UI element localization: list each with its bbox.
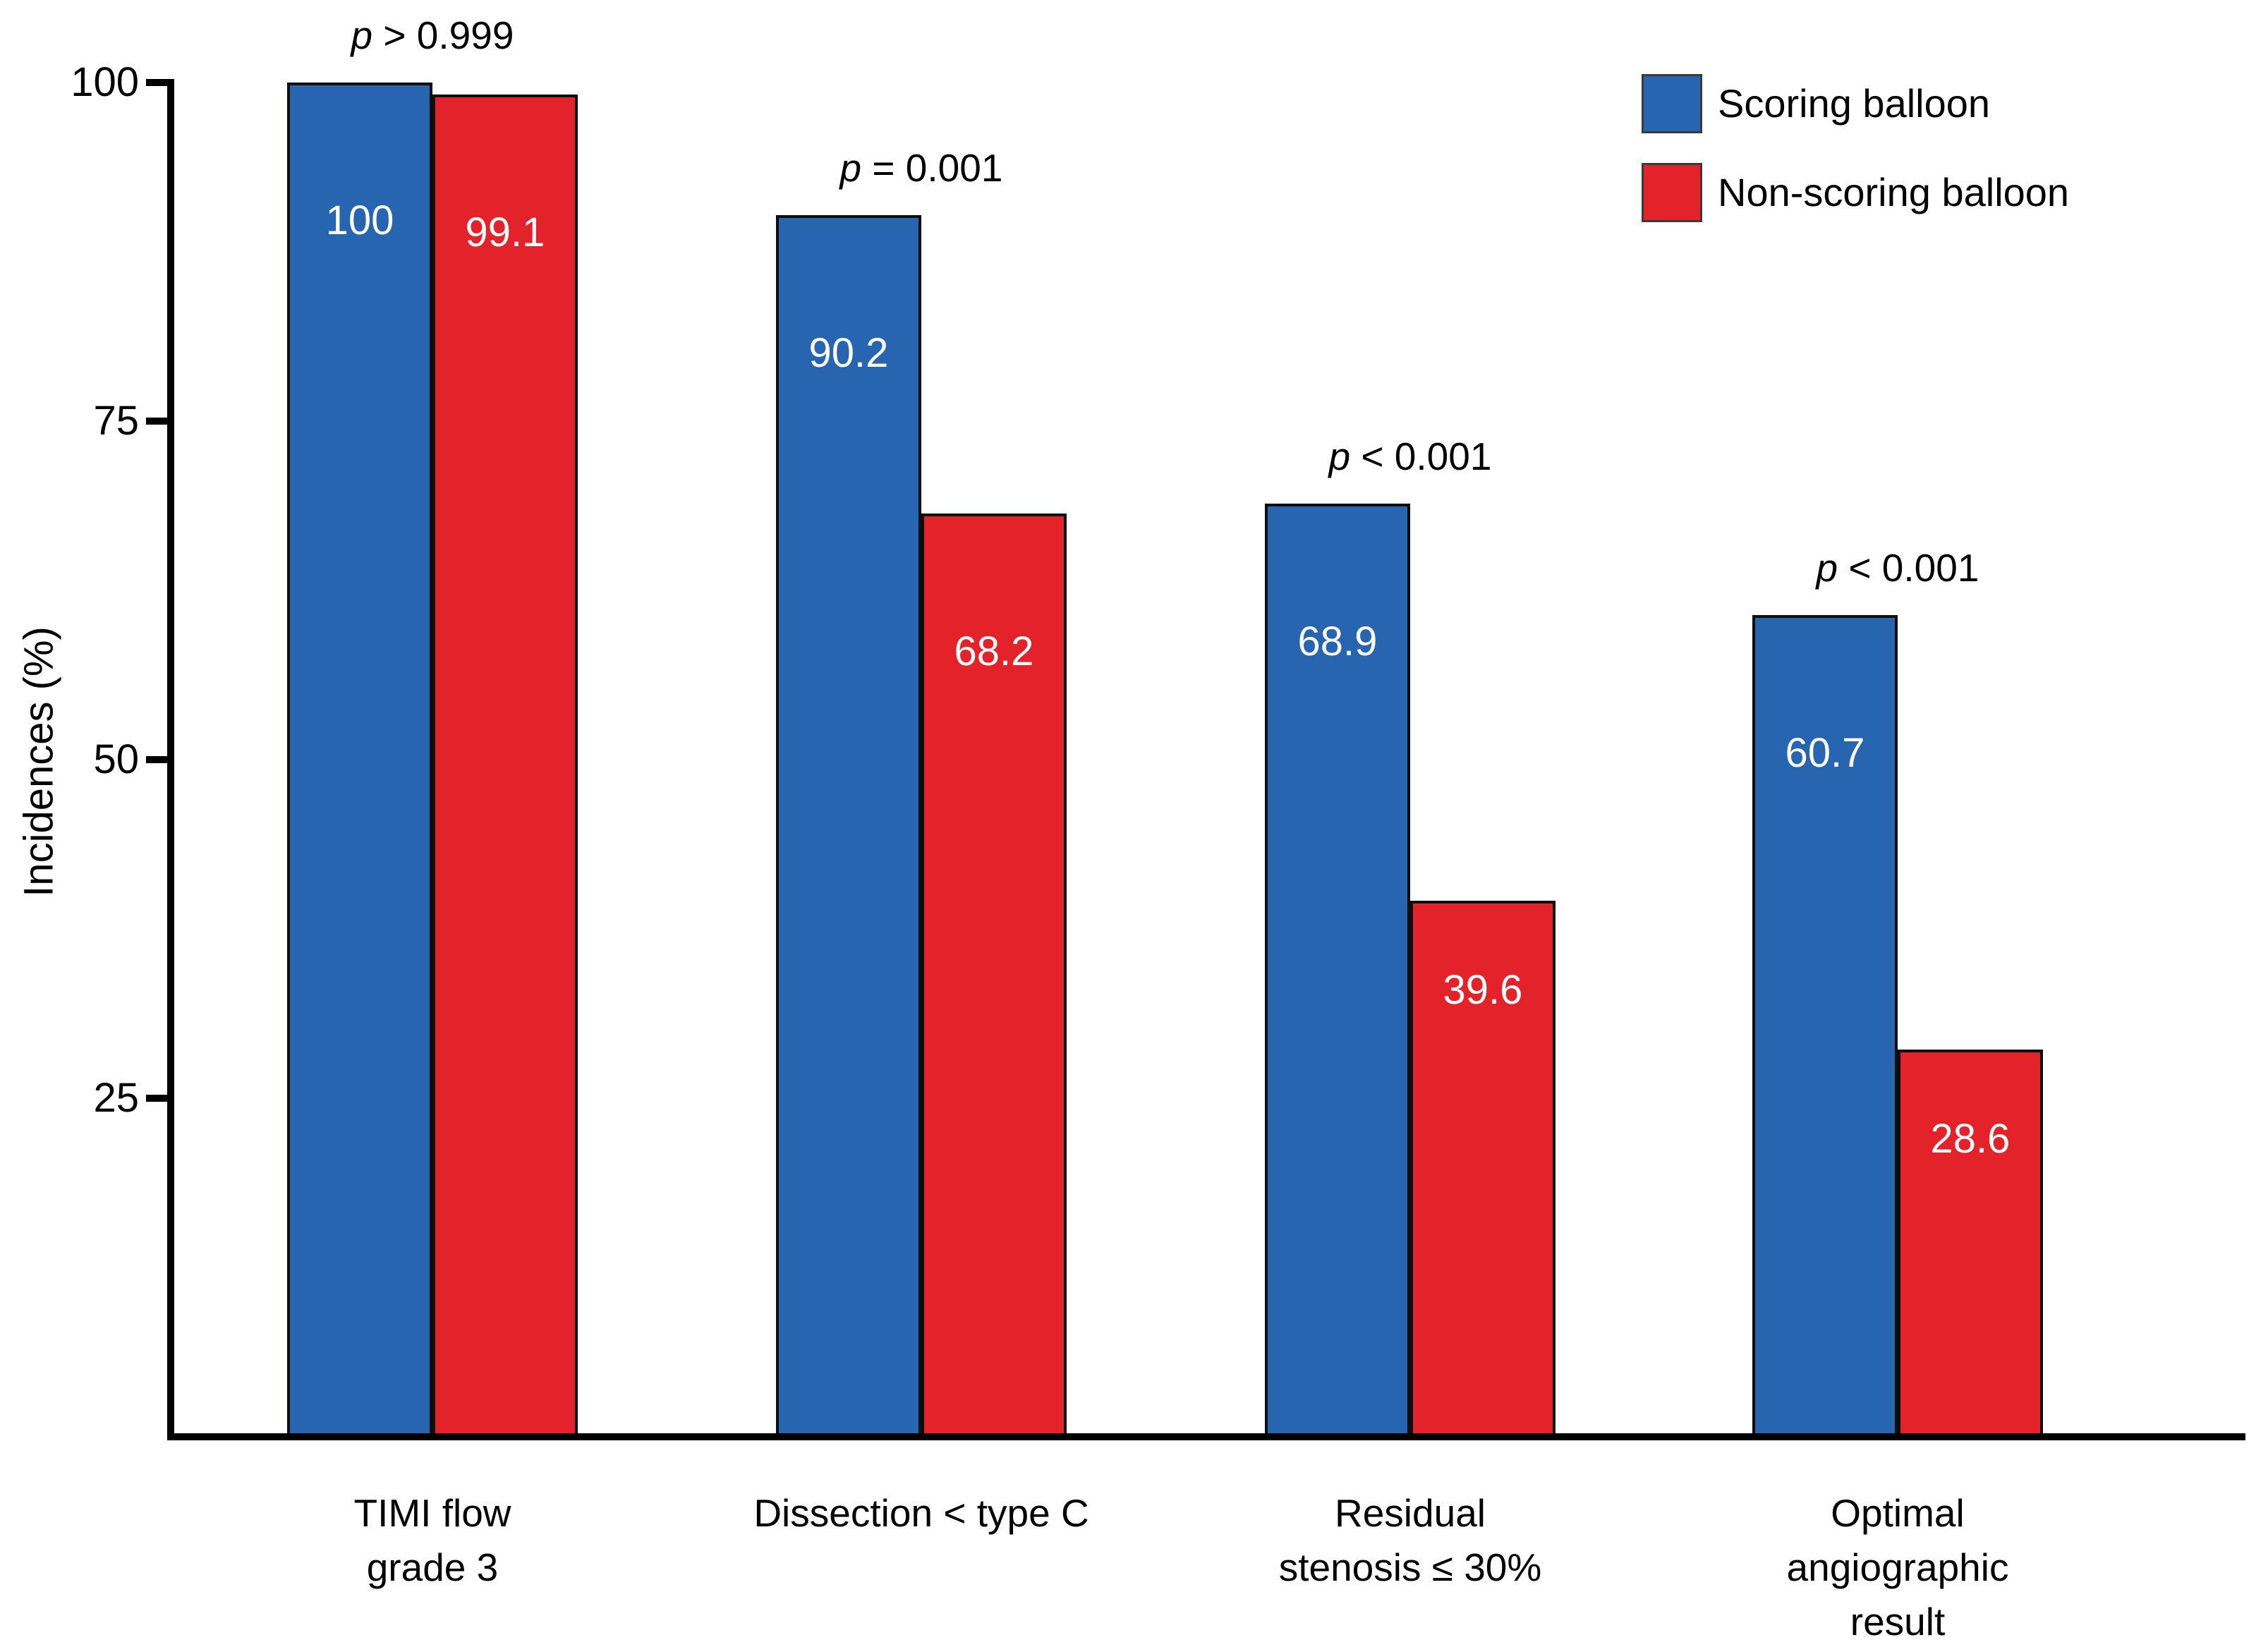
category-label-group3: Residual stenosis ≤ 30%: [1163, 1486, 1657, 1595]
category-label-group2: Dissection < type C: [674, 1486, 1168, 1540]
legend-swatch-scoring-balloon: [1642, 74, 1702, 133]
p-value-label-group1: p > 0.999: [351, 13, 514, 57]
bar-value-label: 28.6: [1930, 1115, 2011, 1162]
category-label-group1: TIMI flow grade 3: [186, 1486, 679, 1595]
bar-non-scoring-balloon-group3: [1410, 900, 1556, 1440]
legend-label-scoring-balloon: Scoring balloon: [1718, 81, 1991, 126]
y-tick-label-100: 100: [71, 59, 139, 105]
y-tick-label-50: 50: [93, 736, 139, 782]
legend-label-non-scoring-balloon: Non-scoring balloon: [1718, 170, 2070, 214]
bar-value-label: 39.6: [1443, 966, 1523, 1013]
x-axis-line: [167, 1433, 2245, 1440]
legend-swatch-non-scoring-balloon: [1642, 163, 1702, 222]
bar-value-label: 99.1: [465, 209, 545, 256]
bar-scoring-balloon-group2: [776, 215, 921, 1440]
bar-value-label: 90.2: [808, 330, 889, 377]
bar-non-scoring-balloon-group1: [432, 95, 578, 1440]
category-label-line: Residual: [1334, 1491, 1486, 1535]
bar-non-scoring-balloon-group2: [921, 513, 1067, 1440]
bar-scoring-balloon-group1: [287, 83, 432, 1440]
y-tick-100: [146, 79, 167, 86]
p-value-label-group2: p = 0.001: [839, 146, 1003, 190]
bar-value-label: 100: [325, 197, 394, 243]
category-label-line: result: [1850, 1600, 1946, 1643]
y-tick-50: [146, 756, 167, 763]
p-value-label-group4: p < 0.001: [1816, 545, 1979, 590]
bar-non-scoring-balloon-group4: [1898, 1049, 2043, 1440]
bar-scoring-balloon-group3: [1265, 504, 1410, 1440]
category-label-line: angiographic: [1786, 1545, 2009, 1589]
bar-value-label: 68.2: [954, 628, 1034, 674]
category-label-line: stenosis ≤ 30%: [1278, 1545, 1542, 1589]
y-tick-label-25: 25: [93, 1075, 139, 1121]
category-label-line: Dissection < type C: [753, 1491, 1089, 1535]
category-label-group4: Optimal angiographic result: [1651, 1486, 2145, 1647]
p-value-label-group3: p < 0.001: [1328, 434, 1492, 479]
category-label-line: grade 3: [366, 1545, 499, 1589]
y-tick-25: [146, 1095, 167, 1102]
y-tick-75: [146, 418, 167, 425]
category-label-line: TIMI flow: [353, 1491, 511, 1535]
bar-value-label: 60.7: [1785, 729, 1865, 776]
category-label-line: Optimal: [1831, 1491, 1965, 1535]
y-tick-label-75: 75: [93, 398, 139, 444]
y-axis-line: [167, 79, 174, 1440]
bar-value-label: 68.9: [1297, 619, 1378, 665]
